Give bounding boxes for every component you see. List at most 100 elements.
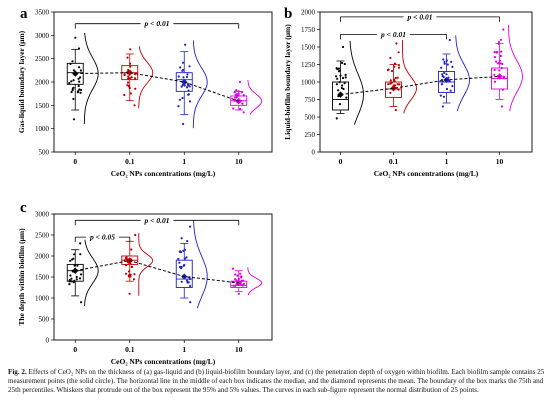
data-point [123,259,126,262]
data-point [395,42,398,45]
data-point [390,69,394,73]
data-point [183,257,186,260]
data-point [186,279,189,282]
data-point [70,90,73,94]
data-point [451,85,454,88]
panel-letter: c [20,200,27,216]
data-point [71,258,74,261]
data-point [177,257,180,261]
data-point [234,278,237,281]
data-point [187,93,190,96]
significance-label-bg [377,30,410,39]
x-tick-label: 1 [182,157,186,166]
data-point [497,42,500,45]
data-point [78,66,81,69]
data-point [238,80,242,84]
distribution-curve [247,267,263,296]
data-point [339,74,342,77]
data-point [124,264,128,267]
data-point [68,279,71,282]
data-point [493,50,496,54]
data-point [338,81,341,84]
distribution-curve [138,233,154,296]
data-point [237,92,240,95]
box-group [66,32,99,125]
y-tick-label: 1500 [35,274,50,282]
data-point [79,242,82,245]
data-point [337,70,341,73]
data-point [442,58,445,61]
data-point [387,83,390,86]
x-tick-label: 10 [496,157,504,166]
data-point [69,259,72,262]
data-point [500,50,503,53]
x-axis-title: CeO₂ NPs concentrations (mg/L) [111,357,216,366]
data-point [129,65,132,68]
data-point [188,65,191,68]
data-point [497,40,501,44]
data-point [398,83,401,86]
data-point [126,56,129,59]
data-point [134,87,137,90]
data-point [77,90,80,93]
data-point [344,73,347,76]
significance-label: p < 0.01 [144,19,170,28]
data-point [237,277,240,281]
data-point [440,83,444,86]
data-point [79,69,82,72]
data-point [80,88,83,92]
data-point [237,292,240,295]
y-tick-label: 1500 [301,44,316,52]
data-point [128,86,131,90]
data-point [241,102,244,105]
data-point [336,77,339,80]
distribution-curve [247,79,263,115]
data-point [341,76,345,80]
data-point [72,86,75,89]
data-point [74,36,77,39]
significance-label-bg [403,12,437,21]
mean-diamond [337,91,344,98]
data-point [450,60,453,64]
data-point [180,237,183,240]
data-point [80,301,83,304]
data-point [237,90,240,93]
data-point [397,51,400,54]
plot-frame [53,213,273,341]
distribution-curve [508,24,523,112]
data-point [393,65,396,68]
data-point [76,264,79,267]
significance-label: p < 0.01 [380,30,406,39]
figure-caption: Fig. 2. Effects of CeO₂ NPs on the thick… [8,368,546,395]
data-point [123,93,126,97]
data-point [127,77,130,80]
data-point [337,67,340,70]
y-tick-label: 2500 [35,232,50,240]
data-point [386,69,390,72]
distribution-curve [193,220,208,309]
data-point [124,257,128,260]
x-tick-label: 0.1 [125,157,135,166]
data-point [340,86,343,90]
data-point [187,82,190,86]
data-point [445,59,448,62]
data-point [129,77,132,80]
box-group [438,35,470,112]
chart-panel-b: 0 250 500 750 1000 1250 1500 1750 2000 0 0.1 1 10 CeO… [283,6,533,178]
data-point [443,60,446,64]
x-tick-label: 10 [235,157,243,166]
y-tick-label: 1750 [301,26,316,34]
data-point [77,77,80,80]
data-point [128,292,131,295]
data-point [185,75,188,79]
data-point [335,117,338,120]
significance-label-bg [86,233,119,242]
data-point [443,71,446,74]
data-point [78,88,81,91]
data-point [397,66,401,69]
data-point [188,85,191,88]
data-point [189,284,192,287]
data-point [68,81,71,85]
data-point [439,94,442,97]
mean-diamond [390,85,397,92]
